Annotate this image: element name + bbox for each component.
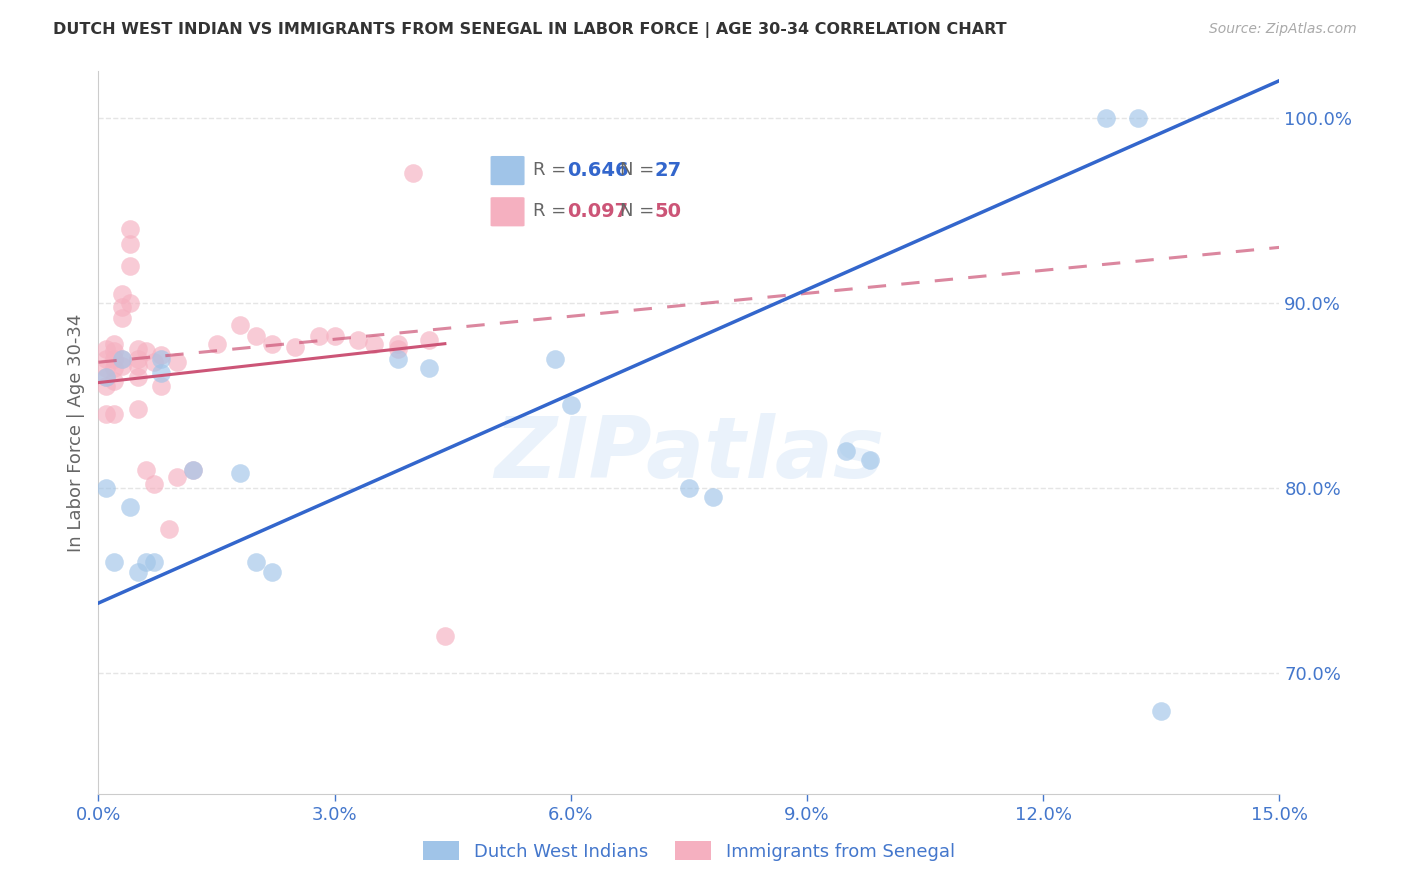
Point xyxy=(387,343,409,357)
Point xyxy=(678,481,700,495)
Point xyxy=(111,351,134,366)
Point xyxy=(166,355,188,369)
Text: Source: ZipAtlas.com: Source: ZipAtlas.com xyxy=(1209,22,1357,37)
Point xyxy=(127,343,149,357)
Point xyxy=(103,351,125,366)
Point xyxy=(387,351,409,366)
Point xyxy=(157,522,180,536)
Point xyxy=(135,344,157,359)
Point xyxy=(103,336,125,351)
Point xyxy=(96,360,118,375)
Point xyxy=(150,367,173,381)
Point xyxy=(181,463,204,477)
Text: R =: R = xyxy=(533,161,572,179)
Point xyxy=(111,310,134,325)
Point xyxy=(560,398,582,412)
Point xyxy=(418,360,440,375)
Point xyxy=(835,444,858,458)
Point xyxy=(418,333,440,347)
Point xyxy=(1095,111,1118,125)
Point xyxy=(103,344,125,359)
FancyBboxPatch shape xyxy=(491,197,524,227)
Point xyxy=(181,463,204,477)
Point xyxy=(142,477,165,491)
Point xyxy=(1126,111,1149,125)
Point xyxy=(702,491,724,505)
Point xyxy=(96,370,118,384)
Text: R =: R = xyxy=(533,202,572,220)
Point xyxy=(433,629,456,643)
Text: 0.646: 0.646 xyxy=(567,161,628,179)
Point xyxy=(150,351,173,366)
Point xyxy=(103,407,125,421)
Point xyxy=(127,565,149,579)
Text: 0.097: 0.097 xyxy=(567,202,628,221)
Text: 27: 27 xyxy=(654,161,682,179)
Point xyxy=(111,359,134,373)
Point xyxy=(142,555,165,569)
Point xyxy=(103,374,125,388)
Legend: Dutch West Indians, Immigrants from Senegal: Dutch West Indians, Immigrants from Sene… xyxy=(416,834,962,868)
Point xyxy=(96,379,118,393)
Point xyxy=(96,407,118,421)
Text: DUTCH WEST INDIAN VS IMMIGRANTS FROM SENEGAL IN LABOR FORCE | AGE 30-34 CORRELAT: DUTCH WEST INDIAN VS IMMIGRANTS FROM SEN… xyxy=(53,22,1007,38)
Point xyxy=(111,300,134,314)
Point xyxy=(229,318,252,333)
Point xyxy=(103,555,125,569)
Point xyxy=(363,336,385,351)
Text: ZIPatlas: ZIPatlas xyxy=(494,413,884,496)
Point xyxy=(402,166,425,180)
Point xyxy=(118,500,141,514)
Point xyxy=(387,336,409,351)
Point xyxy=(544,351,567,366)
Point xyxy=(150,379,173,393)
Point xyxy=(308,329,330,343)
Point xyxy=(103,360,125,375)
Point xyxy=(118,236,141,251)
Point xyxy=(142,355,165,369)
Point xyxy=(229,467,252,481)
Point xyxy=(260,565,283,579)
Point xyxy=(166,470,188,484)
FancyBboxPatch shape xyxy=(491,156,524,186)
Point xyxy=(245,329,267,343)
Point xyxy=(135,463,157,477)
Point xyxy=(245,555,267,569)
Point xyxy=(118,259,141,273)
Point xyxy=(205,336,228,351)
Text: N =: N = xyxy=(620,202,661,220)
Point xyxy=(96,481,118,495)
Point xyxy=(127,370,149,384)
Point xyxy=(96,370,118,384)
Point xyxy=(118,222,141,236)
Point xyxy=(118,296,141,310)
Point xyxy=(260,336,283,351)
Text: N =: N = xyxy=(620,161,661,179)
Point xyxy=(323,329,346,343)
Point xyxy=(1150,704,1173,718)
Point xyxy=(347,333,370,347)
Point xyxy=(96,351,118,366)
Text: 50: 50 xyxy=(654,202,681,221)
Point xyxy=(284,340,307,354)
Point xyxy=(111,351,134,366)
Point xyxy=(135,555,157,569)
Point xyxy=(96,343,118,357)
Point xyxy=(127,359,149,373)
Y-axis label: In Labor Force | Age 30-34: In Labor Force | Age 30-34 xyxy=(66,313,84,552)
Point xyxy=(127,401,149,416)
Point xyxy=(111,286,134,301)
Point xyxy=(150,348,173,362)
Point xyxy=(127,351,149,366)
Point xyxy=(859,453,882,467)
